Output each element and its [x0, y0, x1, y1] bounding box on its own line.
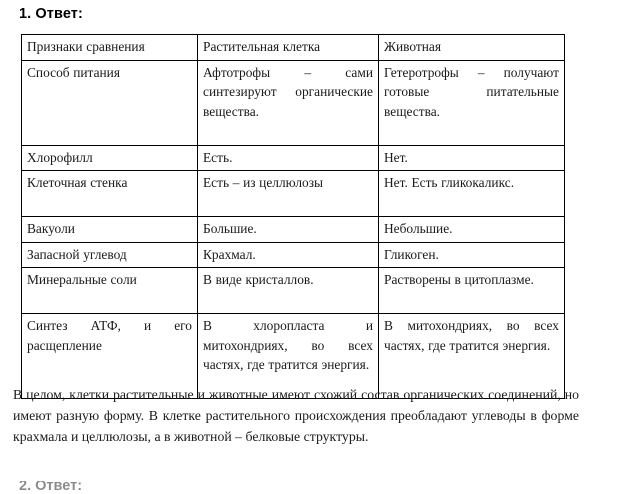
cell-animal: В митохондриях, во всех частях, где трат… [378, 313, 565, 400]
cell-animal: Нет. [378, 144, 565, 172]
cell-animal: Гетеротрофы – получают готовые питательн… [378, 59, 565, 146]
cell-feature: Синтез АТФ, и его расщепление [21, 313, 198, 400]
cell-plant: Афтотрофы – сами синтезируют органически… [197, 59, 379, 146]
table-row: Способ питания Афтотрофы – сами синтезир… [21, 59, 565, 146]
table-row: Запасной углевод Крахмал. Гликоген. [21, 241, 565, 269]
page-title: 1. Ответ: [19, 6, 83, 22]
next-item-label: 2. Ответ: [19, 481, 83, 494]
table-row: Минеральные соли В виде кристаллов. Раст… [21, 267, 565, 315]
table-row: Хлорофилл Есть. Нет. [21, 144, 565, 172]
cell-feature: Способ питания [21, 59, 198, 146]
cell-comparison-table: Признаки сравнения Растительная клетка Ж… [21, 34, 565, 400]
column-header-feature: Признаки сравнения [21, 34, 198, 61]
column-header-animal: Животная [378, 34, 565, 61]
cell-plant: В виде кристаллов. [197, 267, 379, 315]
cell-animal: Небольшие. [378, 216, 565, 243]
cell-animal: Растворены в цитоплазме. [378, 267, 565, 315]
cell-plant: Есть – из целлюлозы [197, 170, 379, 218]
cell-feature: Минеральные соли [21, 267, 198, 315]
cell-feature: Клеточная стенка [21, 170, 198, 218]
closing-paragraph: В целом, клетки растительные и животные … [13, 387, 579, 445]
cell-plant: Есть. [197, 144, 379, 172]
next-item-partial: 2. Ответ: [19, 481, 139, 494]
cell-animal: Гликоген. [378, 241, 565, 269]
table-row: Синтез АТФ, и его расщепление В хлоропла… [21, 313, 565, 400]
cell-plant: В хлоропласта и митохондриях, во всех ча… [197, 313, 379, 400]
cell-animal: Нет. Есть гликокаликс. [378, 170, 565, 218]
cell-feature: Вакуоли [21, 216, 198, 243]
cell-plant: Большие. [197, 216, 379, 243]
column-header-plant: Растительная клетка [197, 34, 379, 61]
cell-feature: Запасной углевод [21, 241, 198, 269]
cell-feature: Хлорофилл [21, 144, 198, 172]
table-row: Вакуоли Большие. Небольшие. [21, 216, 565, 243]
cell-plant: Крахмал. [197, 241, 379, 269]
table-row: Клеточная стенка Есть – из целлюлозы Нет… [21, 170, 565, 218]
table-header-row: Признаки сравнения Растительная клетка Ж… [21, 34, 565, 61]
